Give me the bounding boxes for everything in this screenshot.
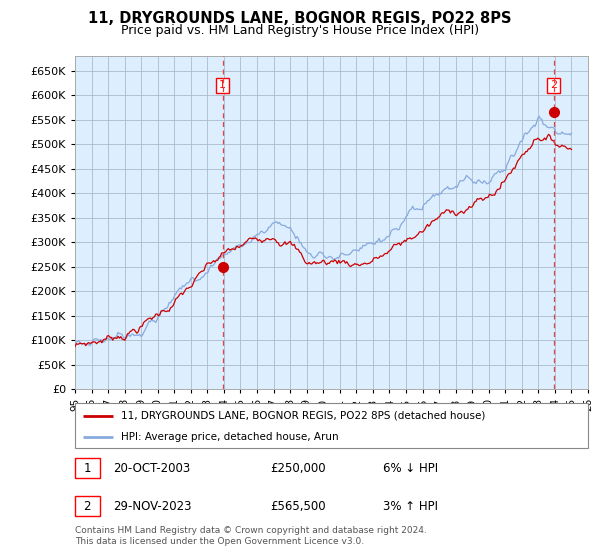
Text: Price paid vs. HM Land Registry's House Price Index (HPI): Price paid vs. HM Land Registry's House … xyxy=(121,24,479,36)
Text: Contains HM Land Registry data © Crown copyright and database right 2024.
This d: Contains HM Land Registry data © Crown c… xyxy=(75,526,427,546)
Text: 1: 1 xyxy=(219,81,226,90)
FancyBboxPatch shape xyxy=(75,496,100,516)
Text: 2: 2 xyxy=(83,500,91,512)
Text: 11, DRYGROUNDS LANE, BOGNOR REGIS, PO22 8PS (detached house): 11, DRYGROUNDS LANE, BOGNOR REGIS, PO22 … xyxy=(121,410,485,421)
Text: 2: 2 xyxy=(550,81,557,90)
Text: £565,500: £565,500 xyxy=(270,500,326,512)
Text: HPI: Average price, detached house, Arun: HPI: Average price, detached house, Arun xyxy=(121,432,339,442)
Text: 29-NOV-2023: 29-NOV-2023 xyxy=(113,500,192,512)
FancyBboxPatch shape xyxy=(75,403,588,448)
Text: 6% ↓ HPI: 6% ↓ HPI xyxy=(383,462,438,475)
Text: 11, DRYGROUNDS LANE, BOGNOR REGIS, PO22 8PS: 11, DRYGROUNDS LANE, BOGNOR REGIS, PO22 … xyxy=(88,11,512,26)
Text: 3% ↑ HPI: 3% ↑ HPI xyxy=(383,500,438,512)
FancyBboxPatch shape xyxy=(75,458,100,478)
Text: 20-OCT-2003: 20-OCT-2003 xyxy=(113,462,191,475)
Text: £250,000: £250,000 xyxy=(270,462,326,475)
Text: 1: 1 xyxy=(83,462,91,475)
